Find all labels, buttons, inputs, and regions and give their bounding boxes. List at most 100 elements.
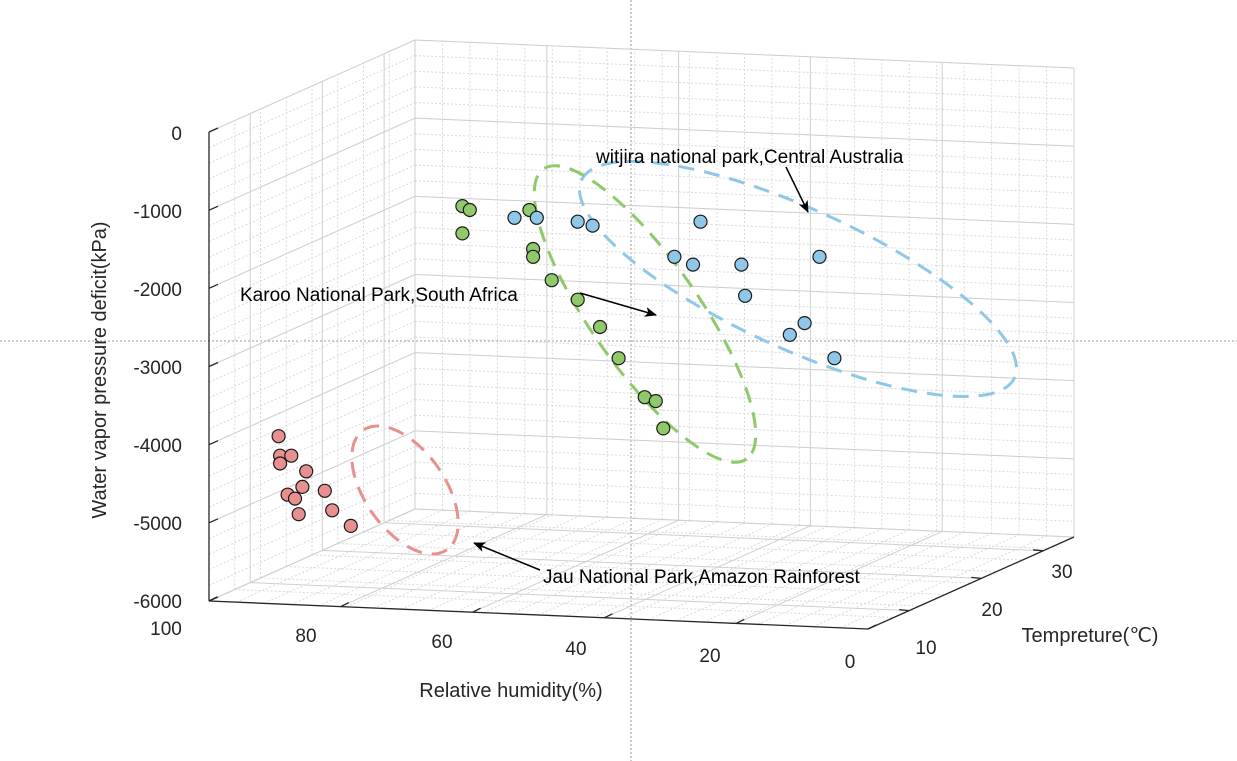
grid-line xyxy=(648,527,855,621)
grid-line xyxy=(414,70,1075,100)
grid-line xyxy=(414,55,1075,85)
grid-line xyxy=(208,367,416,461)
grid-line xyxy=(414,492,1075,522)
annotation-witjira: witjira national park,Central Australia xyxy=(595,147,904,213)
group-ellipses xyxy=(350,160,1019,556)
annotation-text: witjira national park,Central Australia xyxy=(595,147,904,168)
grid-line-major xyxy=(208,274,416,367)
y-tick xyxy=(208,518,219,524)
grid-line xyxy=(428,517,635,611)
karoo-data-point xyxy=(592,319,608,335)
z-tick xyxy=(1033,549,1044,552)
forest-data-point xyxy=(284,448,299,463)
y-tick-label: -6000 xyxy=(133,592,182,613)
witjira-data-point xyxy=(812,249,827,264)
grid-line xyxy=(414,180,1075,210)
x-tick xyxy=(867,624,877,630)
grid-line-major xyxy=(208,430,416,524)
grid-line xyxy=(414,211,1075,241)
y-tick xyxy=(208,127,219,133)
grid-line xyxy=(208,148,416,242)
grid-line xyxy=(208,477,416,571)
forest-ellipse xyxy=(350,424,460,556)
annotation-karoo: Karoo National Park,South Africa xyxy=(240,285,657,317)
annotation-text: Jau National Park,Amazon Rainforest xyxy=(543,567,861,588)
x-tick xyxy=(340,602,350,608)
karoo-data-point xyxy=(570,292,585,307)
z-tick xyxy=(971,576,982,580)
grid-line xyxy=(208,399,416,493)
karoo-data-point xyxy=(455,226,470,241)
witjira-data-point xyxy=(529,210,544,225)
grid-line-major xyxy=(414,117,1075,147)
z-tick-labels: 10 20 30 xyxy=(915,562,1072,659)
grid-line xyxy=(414,258,1075,288)
x-tick-label: 20 xyxy=(699,646,720,667)
forest-data-point xyxy=(295,479,310,494)
grid-line-major xyxy=(414,508,1075,538)
forest-data-point xyxy=(343,518,358,534)
z-axis-label: Tempreture(℃) xyxy=(1022,625,1159,647)
grid-line-major xyxy=(604,525,811,619)
grid-line xyxy=(208,446,416,539)
grid-line-major xyxy=(414,352,1075,382)
grid-line xyxy=(208,414,416,508)
karoo-data-point xyxy=(648,394,663,409)
x-tick xyxy=(208,596,218,602)
y-tick xyxy=(208,440,219,446)
x-axis-line xyxy=(208,600,869,630)
grid-line-major xyxy=(414,39,1075,69)
grid-line xyxy=(208,242,416,336)
z-tick-label: 30 xyxy=(1051,562,1072,583)
annotation-text: Karoo National Park,South Africa xyxy=(240,285,518,306)
witjira-data-point xyxy=(667,249,682,264)
grid-line xyxy=(208,305,416,399)
witjira-ellipse xyxy=(577,160,1019,398)
karoo-data-point xyxy=(656,421,671,436)
grid-line xyxy=(483,520,690,614)
grid-line xyxy=(291,512,498,605)
grid-line xyxy=(389,520,1049,549)
grid-line xyxy=(208,383,416,477)
y-tick-labels: 0 -1000 -2000 -3000 -4000 -5000 -6000 xyxy=(133,124,182,613)
x-tick-label: 100 xyxy=(150,619,182,640)
grid-line xyxy=(730,530,937,624)
witjira-data-point xyxy=(782,327,797,342)
grid-line xyxy=(208,133,416,227)
y-tick-label: -5000 xyxy=(133,514,182,535)
grid-line xyxy=(414,164,1075,194)
grid-line xyxy=(208,102,416,195)
karoo-data-point xyxy=(544,273,559,288)
grid-line xyxy=(208,86,416,180)
z-tick-label: 20 xyxy=(981,600,1002,621)
grid-line xyxy=(234,589,894,618)
z-tick xyxy=(899,608,910,612)
witjira-data-point xyxy=(685,257,701,272)
witjira-data-point xyxy=(734,257,749,272)
grid-line xyxy=(208,336,416,430)
x-tick xyxy=(604,613,613,619)
grid-line xyxy=(208,461,416,555)
grid xyxy=(208,39,1075,630)
grid-line xyxy=(414,242,1075,272)
grid-line xyxy=(414,133,1075,163)
y-tick xyxy=(208,205,219,211)
forest-data-point xyxy=(287,491,303,506)
grid-line xyxy=(208,55,416,149)
grid-line xyxy=(311,554,972,584)
grid-line xyxy=(208,320,416,414)
y-tick-label: -3000 xyxy=(133,358,182,379)
annotation-arrow xyxy=(579,292,657,317)
grid-line xyxy=(414,399,1075,429)
grid-line xyxy=(414,320,1075,350)
grid-line xyxy=(208,492,416,586)
grid-line xyxy=(208,211,416,305)
grid-line-major xyxy=(340,514,548,608)
y-axis-label: Water vapor pressure deficit(kPa) xyxy=(89,221,111,518)
witjira-data-point xyxy=(507,210,522,225)
grid-line xyxy=(208,258,416,352)
witjira-data-point xyxy=(737,288,753,303)
data-points xyxy=(271,199,842,534)
grid-line xyxy=(236,509,443,603)
